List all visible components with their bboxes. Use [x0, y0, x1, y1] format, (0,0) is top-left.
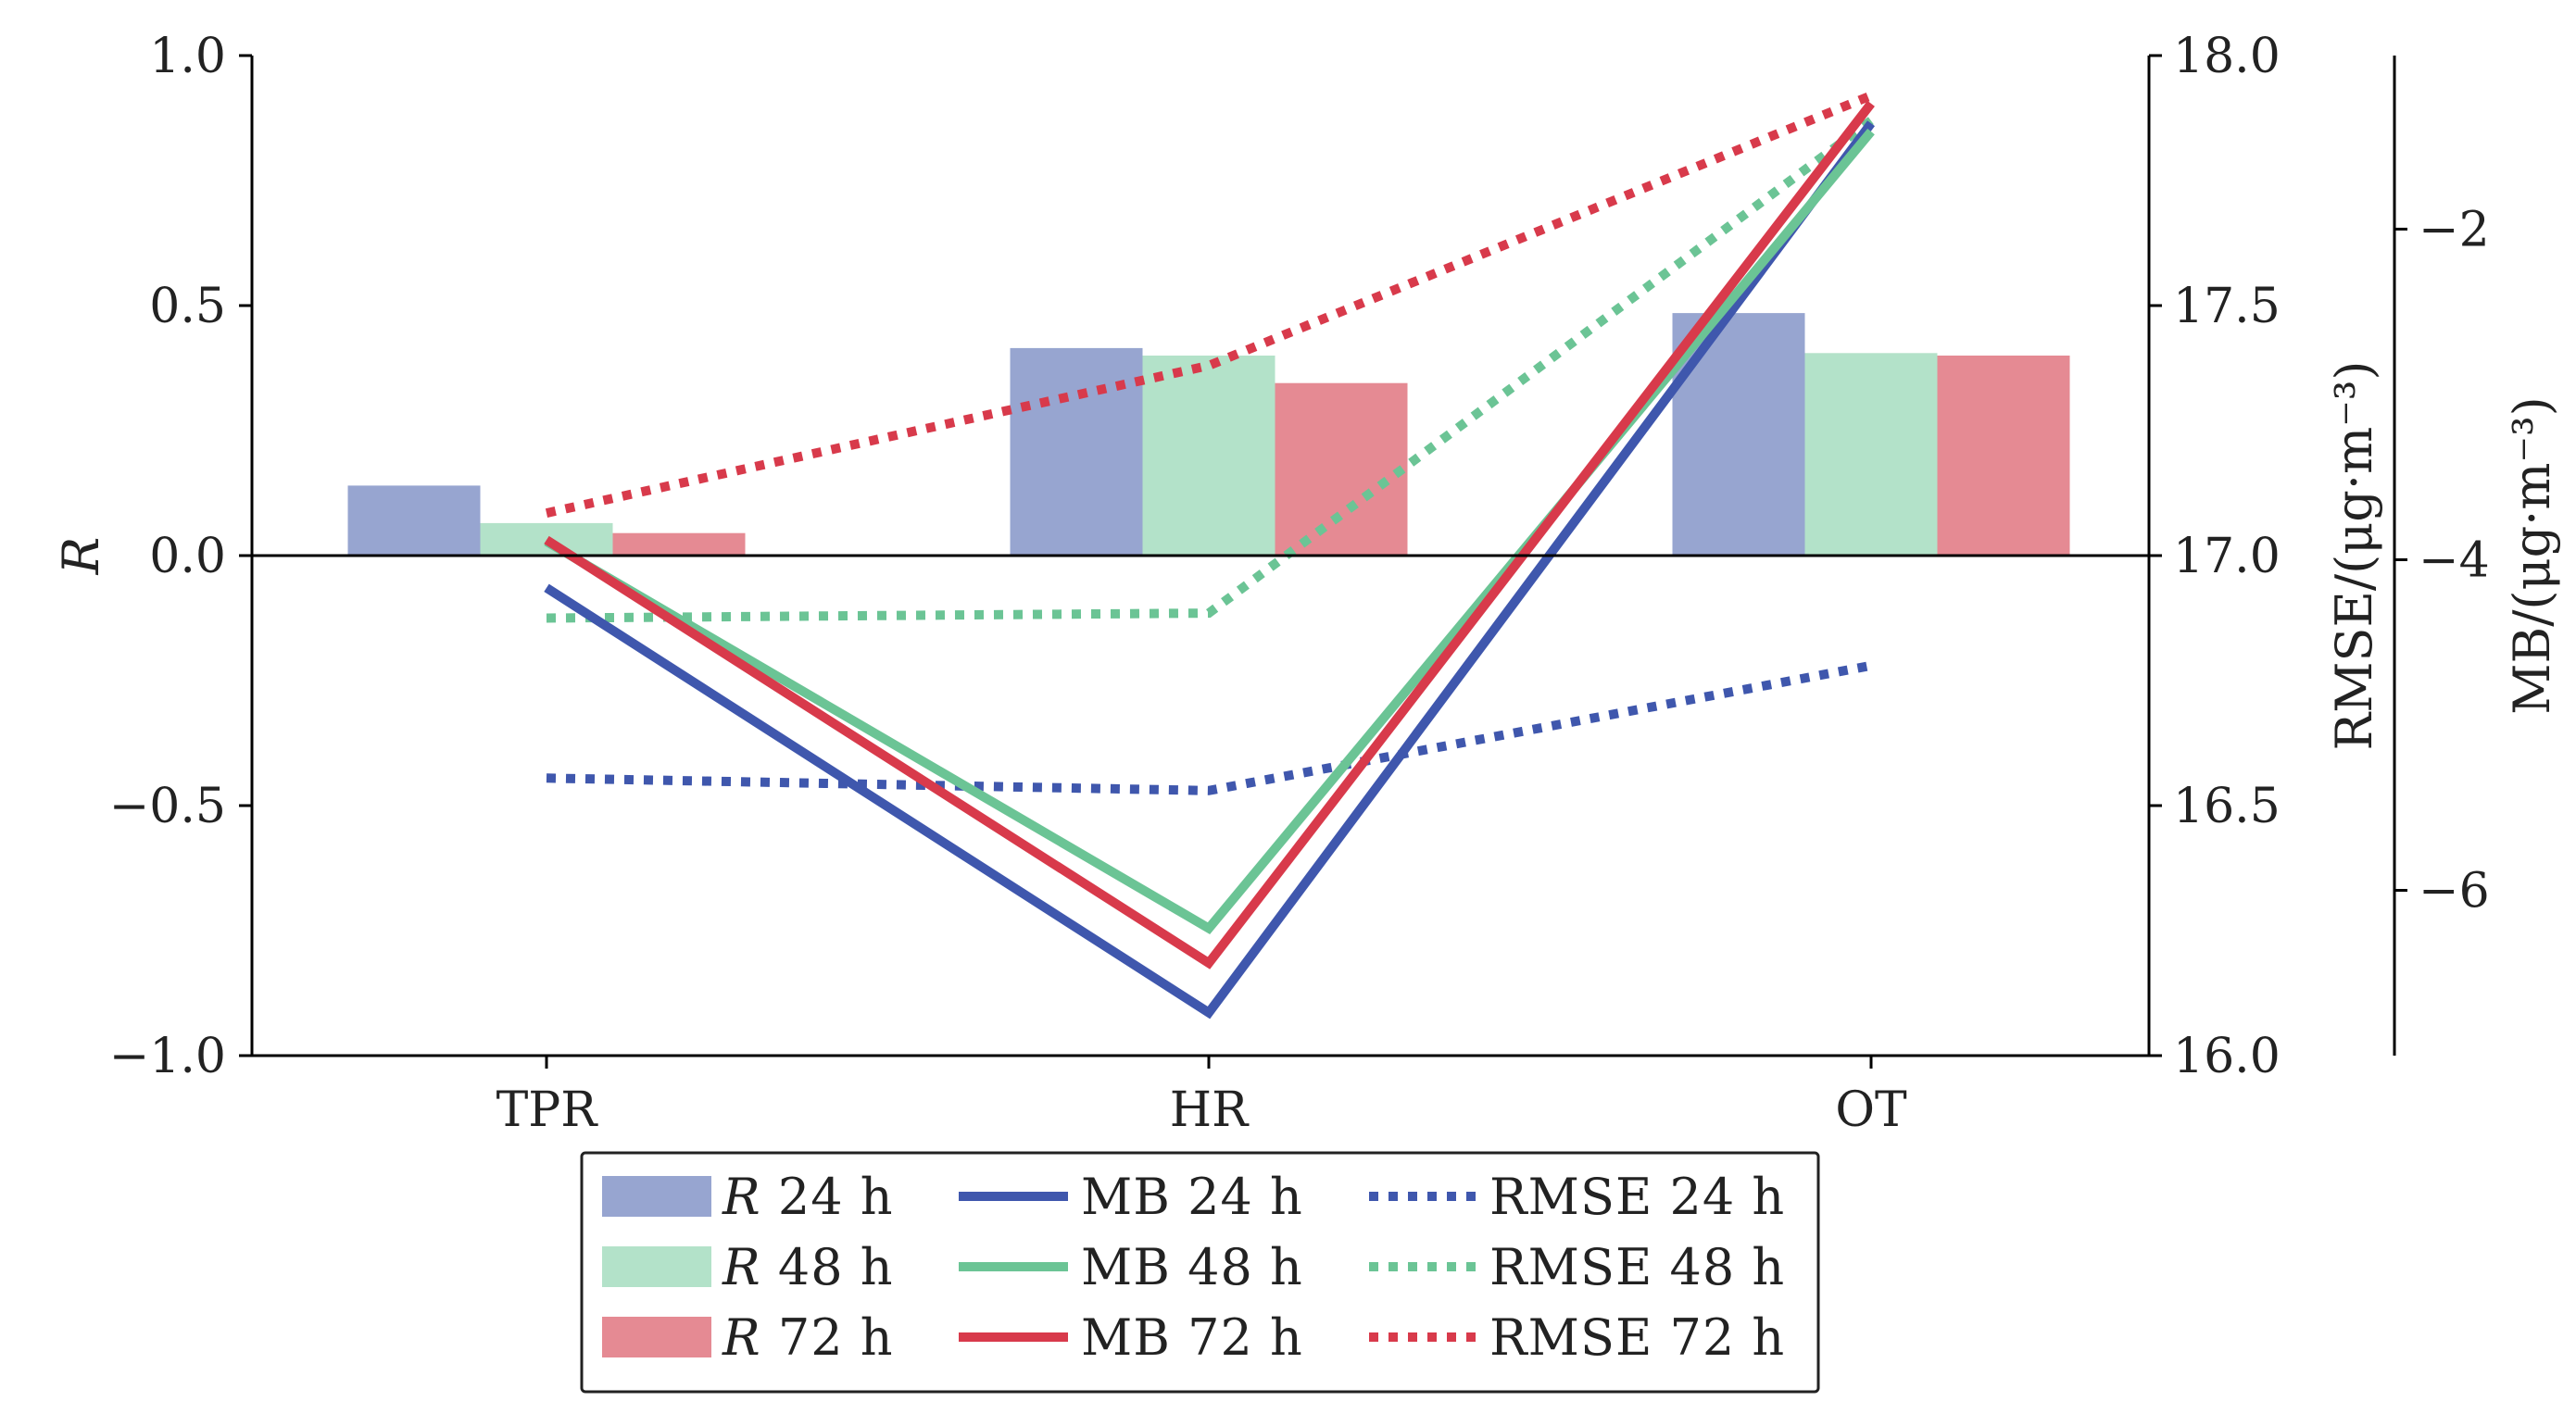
right-tick-label: 16.0 [2173, 1029, 2281, 1084]
left-axis-title: R [52, 537, 110, 576]
legend-label-rmse-24-h: RMSE 24 h [1489, 1168, 1785, 1226]
x-tick-label-hr: HR [1170, 1082, 1250, 1138]
mb-axis-title: MB/(μg·m⁻³) [2503, 396, 2561, 715]
bar-r-24-h-tpr [347, 485, 481, 556]
legend-label-r-72-h: R 72 h [722, 1308, 894, 1367]
legend-label-rmse-48-h: RMSE 48 h [1489, 1238, 1785, 1296]
bar-r-72-h-tpr [612, 532, 746, 556]
bars-layer [347, 313, 2070, 556]
x-tick-label-tpr: TPR [496, 1082, 599, 1138]
left-tick-label: 0.0 [149, 529, 226, 584]
mb-line-mb-24-h [544, 120, 1876, 1019]
legend-label-r-24-h: R 24 h [722, 1168, 894, 1226]
mb-tick-label: −4 [2419, 532, 2490, 588]
mb-tick-label: −6 [2419, 863, 2490, 919]
right-tick-label: 18.0 [2173, 29, 2281, 84]
right-axis-title: RMSE/(μg·m⁻³) [2325, 361, 2383, 751]
x-tick-label-ot: OT [1835, 1082, 1907, 1138]
left-tick-label: −1.0 [109, 1029, 226, 1084]
legend-label-r-48-h: R 48 h [722, 1238, 894, 1296]
left-tick-label: −0.5 [109, 779, 226, 834]
bar-r-72-h-ot [1937, 356, 2070, 556]
legend-label-mb-24-h: MB 24 h [1081, 1168, 1303, 1226]
lines-layer [544, 91, 1876, 1019]
bar-r-48-h-hr [1142, 356, 1275, 556]
legend: R 24 hR 48 hR 72 hMB 24 hMB 48 hMB 72 hR… [580, 1151, 1820, 1394]
legend-label-prefix: R [722, 1308, 761, 1367]
legend-swatch-r-48-h [602, 1246, 711, 1287]
bar-r-24-h-hr [1010, 347, 1143, 556]
bar-r-72-h-hr [1275, 382, 1408, 556]
legend-label-prefix: R [722, 1168, 761, 1226]
rmse-line-rmse-24-h [546, 660, 1872, 795]
axes-layer: 1.0 0.5 0.0 −0.5 −1.0 18.0 17.5 17.0 16.5 16.0 −2 −… [52, 29, 2561, 1138]
legend-label-mb-48-h: MB 48 h [1081, 1238, 1303, 1296]
mb-line-mb-72-h [544, 100, 1875, 969]
bar-r-48-h-ot [1804, 353, 1938, 556]
legend-label-suffix: 72 h [761, 1308, 894, 1367]
left-tick-label: 1.0 [149, 29, 226, 84]
legend-swatch-r-24-h [602, 1176, 711, 1217]
rmse-line-rmse-48-h [546, 117, 1874, 623]
bar-r-48-h-tpr [480, 522, 613, 556]
legend-label-rmse-72-h: RMSE 72 h [1489, 1308, 1785, 1367]
legend-box [580, 1151, 1820, 1394]
left-tick-label: 0.5 [149, 279, 226, 334]
legend-label-prefix: R [722, 1238, 761, 1296]
legend-label-mb-72-h: MB 72 h [1081, 1308, 1303, 1367]
right-tick-label: 16.5 [2173, 779, 2281, 834]
mb-tick-label: −2 [2419, 202, 2490, 257]
right-tick-label: 17.5 [2173, 279, 2281, 334]
legend-label-suffix: 24 h [761, 1168, 894, 1226]
rmse-line-rmse-72-h [545, 91, 1873, 518]
legend-swatch-r-72-h [602, 1317, 711, 1357]
right-tick-label: 17.0 [2173, 529, 2281, 584]
legend-label-suffix: 48 h [761, 1238, 894, 1296]
